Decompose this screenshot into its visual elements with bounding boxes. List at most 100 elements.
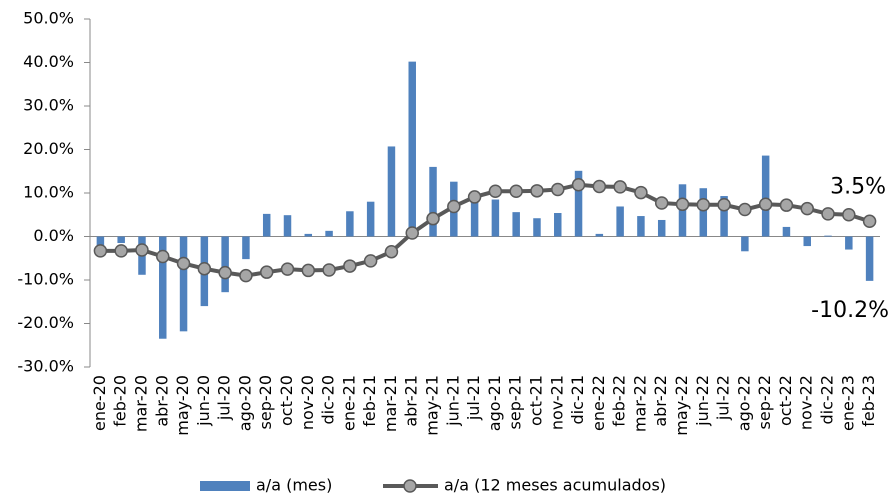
x-tick-label: jul-22	[714, 375, 733, 421]
x-tick-label: nov-20	[298, 375, 317, 430]
line-marker	[384, 244, 399, 259]
annotation: -10.2%	[811, 298, 889, 323]
line-marker	[322, 263, 336, 277]
y-tick-label: 20.0%	[23, 139, 74, 158]
line-marker	[447, 199, 461, 214]
y-tick-label: -30.0%	[17, 357, 74, 376]
bar	[761, 155, 770, 237]
line-marker	[176, 256, 191, 271]
x-tick-label: feb-22	[610, 375, 629, 427]
line-marker	[280, 262, 295, 276]
y-tick-label: 0.0%	[33, 226, 74, 245]
line-marker	[93, 244, 108, 258]
line-marker	[405, 226, 419, 240]
x-tick-label: may-20	[173, 375, 192, 436]
line-marker	[613, 180, 627, 194]
x-tick-label: mar-22	[630, 375, 649, 432]
x-tick-label: abr-22	[651, 375, 670, 427]
line-marker	[821, 207, 835, 221]
x-tick-label: sep-21	[506, 375, 525, 429]
x-tick-label: ago-22	[734, 375, 753, 431]
bar	[159, 236, 167, 339]
x-tick-label: ene-21	[339, 375, 358, 431]
line-marker	[343, 259, 357, 273]
legend-label: a/a (mes)	[256, 476, 332, 495]
x-tick-label: mar-21	[381, 375, 400, 432]
line-marker	[675, 197, 690, 212]
x-tick-label: ene-22	[589, 375, 608, 431]
line-marker	[218, 265, 232, 280]
x-tick-label: jun-20	[194, 375, 213, 427]
x-tick-label: oct-22	[776, 375, 795, 426]
x-tick-label: jun-21	[443, 375, 462, 427]
x-tick-label: oct-21	[526, 375, 545, 426]
bar	[304, 233, 313, 237]
bar	[470, 199, 479, 237]
legend-label: a/a (12 meses acumulados)	[444, 476, 666, 495]
x-tick-label: nov-21	[547, 375, 566, 430]
bar	[221, 236, 229, 293]
bar	[366, 201, 375, 237]
x-tick-label: dic-22	[818, 375, 837, 425]
line-marker	[800, 201, 814, 216]
x-tick-label: abr-20	[152, 375, 171, 427]
bar	[96, 236, 105, 248]
line-marker	[467, 190, 482, 204]
line-marker	[592, 179, 607, 194]
x-tick-label: ago-20	[235, 375, 254, 431]
bar	[117, 236, 125, 244]
x-tick-label: oct-20	[277, 375, 296, 426]
x-tick-label: dic-20	[319, 375, 338, 425]
line-marker	[634, 185, 648, 200]
bar	[574, 170, 583, 237]
line-marker	[509, 184, 523, 199]
bar	[657, 219, 666, 237]
x-tick-label: feb-23	[859, 375, 878, 427]
legend-swatch	[403, 479, 417, 493]
line-marker	[135, 243, 149, 257]
x-tick-label: feb-21	[360, 375, 379, 427]
y-tick-label: 40.0%	[23, 52, 74, 71]
line-marker	[239, 268, 253, 283]
bar	[346, 211, 354, 237]
x-tick-label: nov-22	[797, 375, 816, 430]
x-tick-label: may-22	[672, 375, 691, 436]
bar	[595, 233, 604, 237]
line-marker	[696, 197, 711, 212]
bar	[491, 199, 500, 237]
bar	[242, 236, 250, 260]
line-marker	[488, 184, 503, 199]
y-tick-label: -10.0%	[17, 270, 74, 289]
x-tick-label: dic-21	[568, 375, 587, 425]
bar	[741, 236, 749, 252]
line-marker	[717, 197, 731, 212]
x-tick-label: jul-21	[464, 375, 483, 421]
line-marker	[197, 261, 212, 276]
bar	[179, 236, 188, 332]
y-tick-label: 10.0%	[23, 183, 74, 202]
bar	[865, 236, 874, 281]
x-tick-label: sep-20	[256, 375, 275, 429]
x-tick-label: may-21	[423, 375, 442, 436]
bar	[720, 196, 728, 237]
y-tick-label: 50.0%	[23, 9, 74, 28]
annotation: 3.5%	[830, 174, 886, 199]
bar	[616, 206, 624, 237]
bar	[803, 236, 811, 247]
line-marker	[156, 249, 170, 264]
bar	[533, 218, 541, 237]
legend-swatch	[200, 481, 250, 491]
line-marker	[363, 254, 378, 268]
x-tick-label: ago-21	[485, 375, 504, 431]
bar	[408, 61, 416, 237]
x-tick-label: jun-22	[693, 375, 712, 427]
line-marker	[426, 211, 440, 226]
bar	[782, 226, 791, 237]
bar	[554, 213, 562, 237]
line	[100, 182, 871, 278]
bar	[824, 235, 832, 237]
line-marker	[738, 202, 752, 217]
x-tick-label: sep-22	[755, 375, 774, 429]
bar	[699, 188, 708, 237]
